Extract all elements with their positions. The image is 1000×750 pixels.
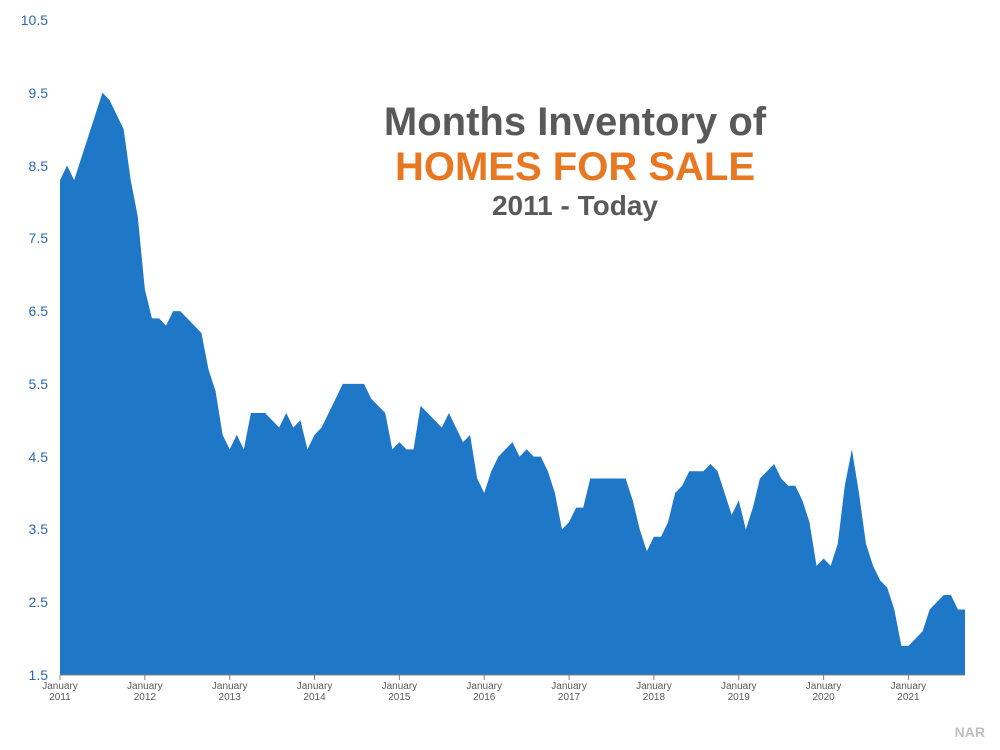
chart-stage: Months Inventory of HOMES FOR SALE 2011 …	[0, 0, 1000, 750]
x-axis-label: January2018	[636, 681, 672, 703]
y-axis-label: 9.5	[0, 85, 48, 101]
y-axis-label: 8.5	[0, 158, 48, 174]
y-axis-label: 7.5	[0, 230, 48, 246]
y-axis-label: 5.5	[0, 376, 48, 392]
title-line-3: 2011 - Today	[384, 190, 766, 222]
x-axis-label: January2017	[551, 681, 587, 703]
y-axis-label: 2.5	[0, 594, 48, 610]
y-axis-label: 10.5	[0, 12, 48, 28]
y-axis-label: 3.5	[0, 521, 48, 537]
chart-title: Months Inventory of HOMES FOR SALE 2011 …	[384, 100, 766, 222]
x-axis-label: January2019	[721, 681, 757, 703]
source-label: NAR	[955, 724, 985, 740]
x-axis-label: January2012	[127, 681, 163, 703]
x-axis-label: January2014	[297, 681, 333, 703]
y-axis-label: 1.5	[0, 667, 48, 683]
x-axis-label: January2011	[42, 681, 78, 703]
title-line-1: Months Inventory of	[384, 100, 766, 145]
x-axis-label: January2021	[891, 681, 927, 703]
x-axis-label: January2013	[212, 681, 248, 703]
title-line-2: HOMES FOR SALE	[384, 145, 766, 190]
x-axis-label: January2015	[382, 681, 418, 703]
y-axis-label: 4.5	[0, 449, 48, 465]
y-axis-label: 6.5	[0, 303, 48, 319]
x-axis-label: January2020	[806, 681, 842, 703]
x-axis-label: January2016	[466, 681, 502, 703]
